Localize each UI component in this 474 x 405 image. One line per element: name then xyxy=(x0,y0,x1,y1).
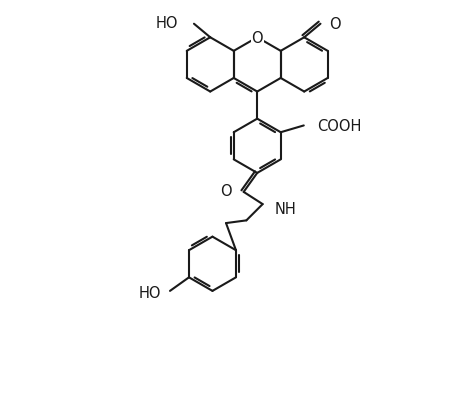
Text: NH: NH xyxy=(275,201,297,216)
Text: HO: HO xyxy=(138,285,161,300)
Text: O: O xyxy=(220,184,231,199)
Text: COOH: COOH xyxy=(318,119,362,134)
Text: O: O xyxy=(329,17,340,32)
Text: O: O xyxy=(251,31,263,46)
Text: HO: HO xyxy=(155,16,178,31)
